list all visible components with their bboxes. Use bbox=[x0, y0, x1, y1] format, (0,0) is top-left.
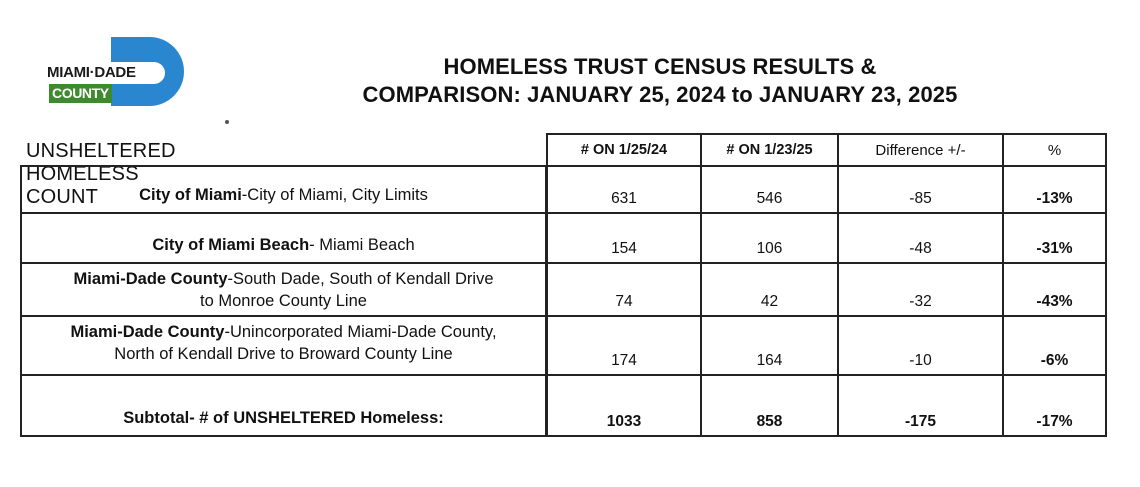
table-cell-count-2025: 42 bbox=[700, 262, 839, 317]
table-cell-count-2025: 164 bbox=[700, 315, 839, 376]
table-cell-count-2024: 631 bbox=[546, 165, 702, 214]
subtotal-count-2025: 858 bbox=[700, 374, 839, 437]
table-cell-percent: -6% bbox=[1002, 315, 1107, 376]
logo-name-text: MIAMI·DADE bbox=[47, 64, 136, 81]
title-line-2: COMPARISON: JANUARY 25, 2024 to JANUARY … bbox=[362, 82, 958, 107]
column-header-count-2025: # ON 1/23/25 bbox=[700, 133, 839, 167]
table-cell-count-2024: 154 bbox=[546, 212, 702, 264]
subtotal-label: Subtotal- # of UNSHELTERED Homeless: bbox=[20, 374, 547, 437]
table-row-label: City of Miami-City of Miami, City Limits bbox=[20, 165, 547, 214]
table-row-label: Miami-Dade County-South Dade, South of K… bbox=[20, 262, 547, 317]
page-title: HOMELESS TRUST CENSUS RESULTS & COMPARIS… bbox=[300, 53, 1020, 109]
title-line-1: HOMELESS TRUST CENSUS RESULTS & bbox=[443, 54, 877, 79]
logo-county-badge: COUNTY bbox=[49, 84, 112, 103]
table-cell-difference: -85 bbox=[837, 165, 1004, 214]
table-cell-difference: -10 bbox=[837, 315, 1004, 376]
table-cell-count-2025: 106 bbox=[700, 212, 839, 264]
miami-dade-county-logo: MIAMI·DADE COUNTY bbox=[47, 37, 187, 109]
table-row-label: City of Miami Beach- Miami Beach bbox=[20, 212, 547, 264]
table-cell-percent: -13% bbox=[1002, 165, 1107, 214]
subtotal-percent: -17% bbox=[1002, 374, 1107, 437]
table-cell-difference: -48 bbox=[837, 212, 1004, 264]
table-cell-count-2024: 174 bbox=[546, 315, 702, 376]
table-cell-percent: -31% bbox=[1002, 212, 1107, 264]
column-header-difference: Difference +/- bbox=[837, 133, 1004, 167]
table-row-label: Miami-Dade County-Unincorporated Miami-D… bbox=[20, 315, 547, 376]
table-cell-count-2025: 546 bbox=[700, 165, 839, 214]
column-header-percent: % bbox=[1002, 133, 1107, 167]
logo-d-shape-icon bbox=[111, 37, 184, 106]
table-cell-difference: -32 bbox=[837, 262, 1004, 317]
table-cell-percent: -43% bbox=[1002, 262, 1107, 317]
subtotal-difference: -175 bbox=[837, 374, 1004, 437]
section-heading: UNSHELTERED HOMELESS COUNT bbox=[26, 140, 176, 208]
scan-speck bbox=[225, 120, 229, 124]
table-cell-count-2024: 74 bbox=[546, 262, 702, 317]
column-header-count-2024: # ON 1/25/24 bbox=[546, 133, 702, 167]
subtotal-count-2024: 1033 bbox=[546, 374, 702, 437]
